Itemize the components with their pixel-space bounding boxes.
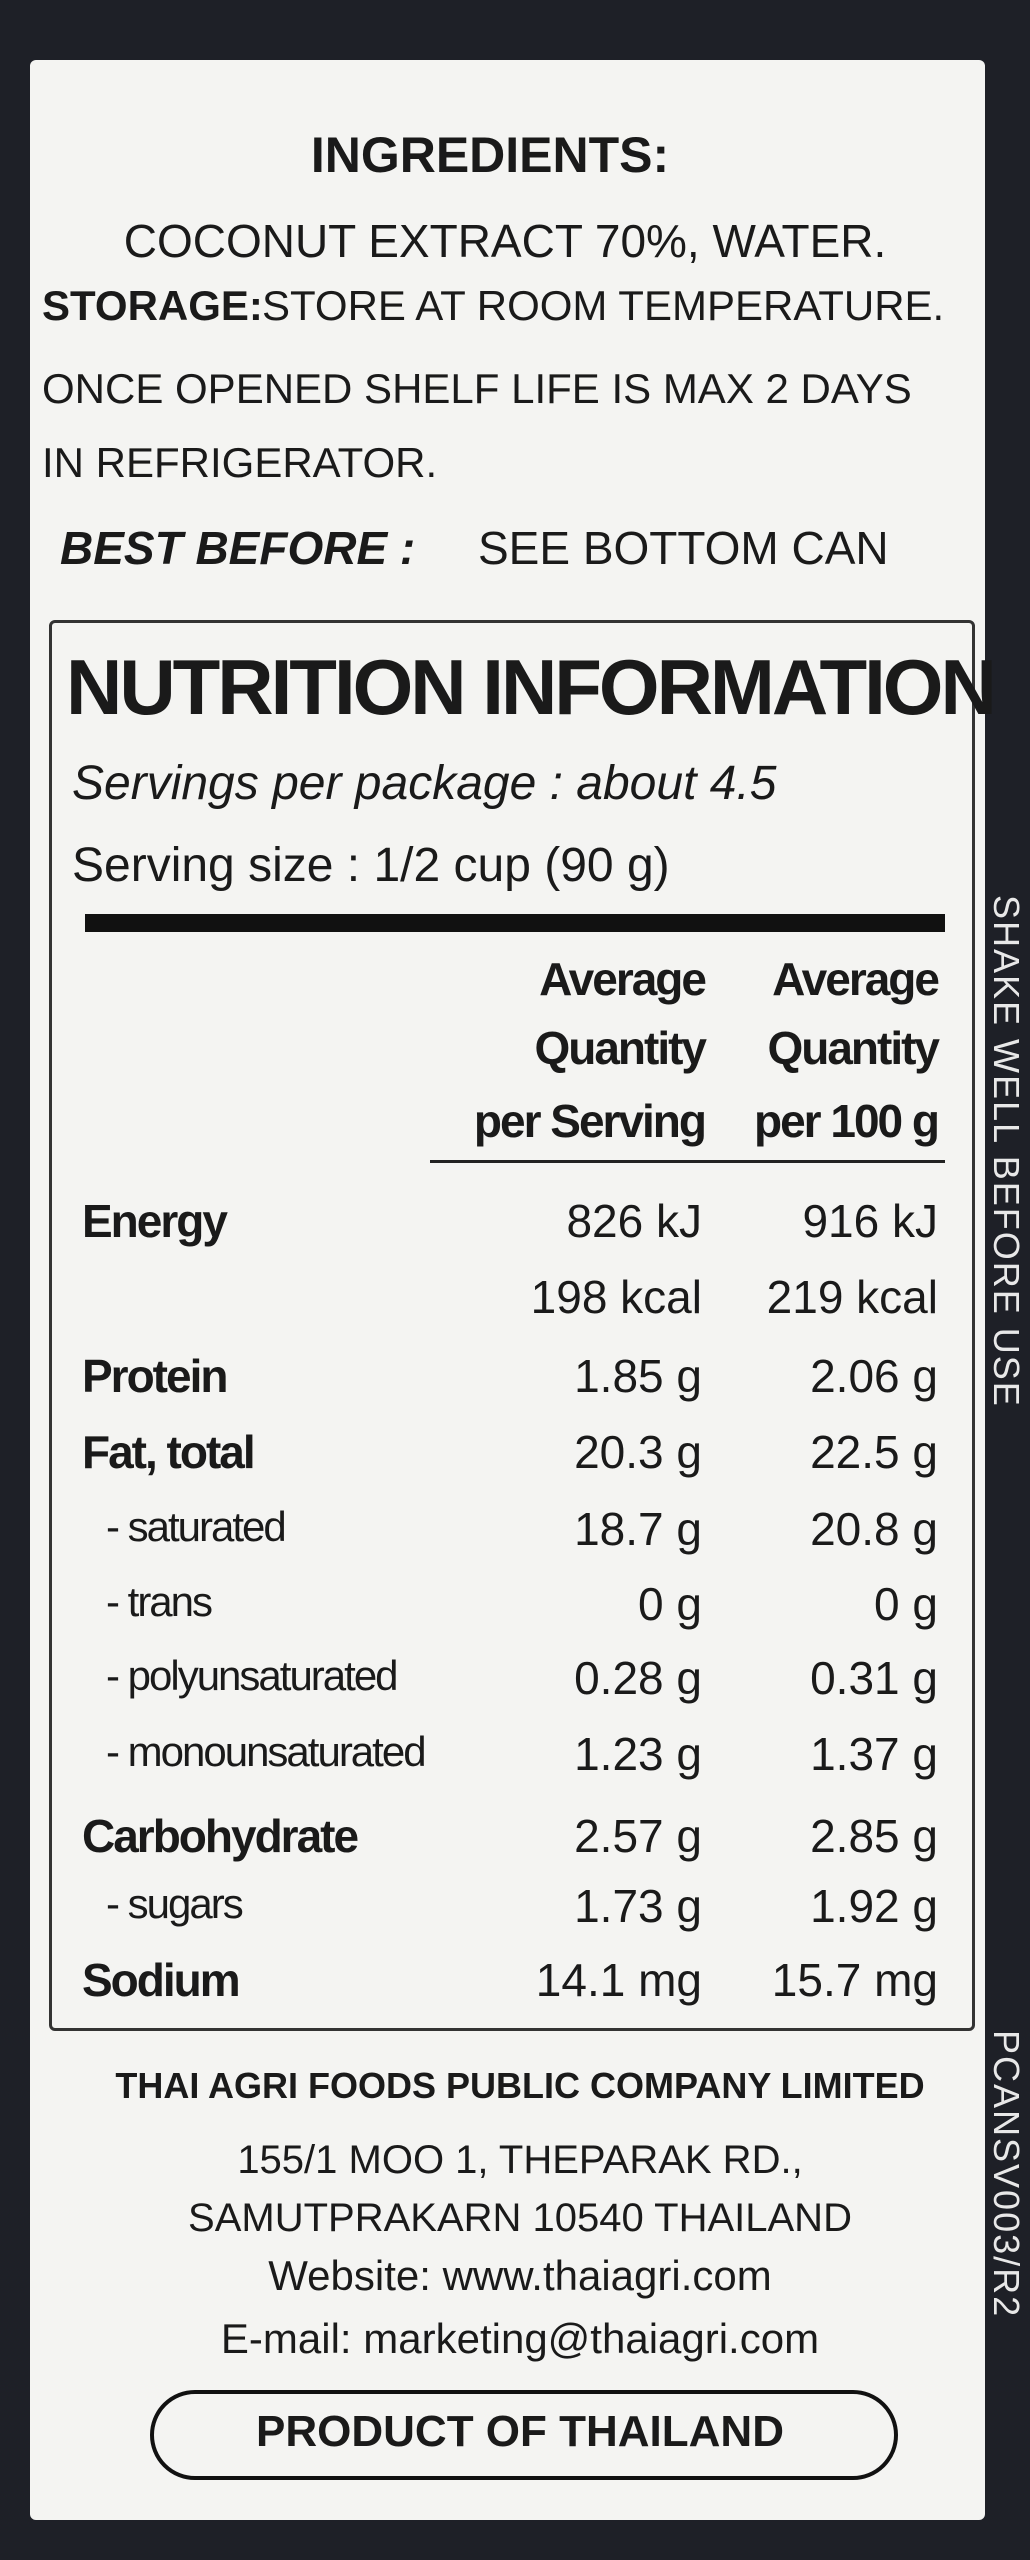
per-100g: 1.37 g xyxy=(810,1728,938,1780)
website: Website: www.thaiagri.com xyxy=(268,2252,772,2299)
nutrient-subname: - sugars xyxy=(106,1880,244,1927)
per-100g: 0.31 g xyxy=(810,1652,938,1704)
label xyxy=(30,60,985,2520)
per-100g: 2.06 g xyxy=(810,1350,938,1402)
nutrient-subname: - monounsaturated xyxy=(106,1728,427,1775)
per-serving: 14.1 mg xyxy=(535,1954,702,2006)
nutrient-name: Protein xyxy=(82,1350,228,1402)
per-serving: 18.7 g xyxy=(574,1503,702,1555)
per-100g: 0 g xyxy=(874,1578,938,1630)
ingredients-text: COCONUT EXTRACT 70%, WATER. xyxy=(123,215,887,267)
per-serving: 1.23 g xyxy=(574,1728,702,1780)
per-serving: 1.73 g xyxy=(574,1880,702,1932)
nutrient-name: Carbohydrate xyxy=(82,1810,359,1862)
per-serving: 0.28 g xyxy=(574,1652,702,1704)
nutrient-subname: - saturated xyxy=(106,1503,287,1550)
storage-label: STORAGE: xyxy=(42,282,263,329)
nutrient-name: Fat, total xyxy=(82,1426,256,1478)
per-serving: 20.3 g xyxy=(574,1426,702,1478)
thick-bar xyxy=(85,914,945,932)
side-code: PCANSV003/R2 xyxy=(986,2030,1027,2319)
per-serving: 198 kcal xyxy=(530,1271,702,1323)
side-text: SHAKE WELL BEFORE USE xyxy=(986,895,1027,1408)
per-serving: 826 kJ xyxy=(566,1195,702,1247)
origin-oval xyxy=(150,2390,898,2480)
address-line: SAMUTPRAKARN 10540 THAILAND xyxy=(188,2196,852,2240)
column-header: per Serving xyxy=(473,1095,707,1147)
ingredients-heading: INGREDIENTS: xyxy=(310,127,670,183)
nutrition-box xyxy=(49,620,975,2031)
column-header: Average xyxy=(772,953,940,1005)
per-100g: 22.5 g xyxy=(810,1426,938,1478)
column-header: Average xyxy=(539,953,707,1005)
per-100g: 15.7 mg xyxy=(771,1954,938,2006)
header-rule xyxy=(430,1160,945,1163)
per-100g: 219 kcal xyxy=(766,1271,938,1323)
address-line: 155/1 MOO 1, THEPARAK RD., xyxy=(237,2138,803,2182)
per-serving: 2.57 g xyxy=(574,1810,702,1862)
per-100g: 1.92 g xyxy=(810,1880,938,1932)
per-100g: 916 kJ xyxy=(802,1195,938,1247)
per-100g: 2.85 g xyxy=(810,1810,938,1862)
nutrient-subname: - trans xyxy=(106,1578,213,1625)
nutrient-name: Energy xyxy=(82,1195,228,1247)
per-100g: 20.8 g xyxy=(810,1503,938,1555)
per-serving: 0 g xyxy=(638,1578,702,1630)
nutrient-subname: - polyunsaturated xyxy=(106,1652,399,1699)
column-header: Quantity xyxy=(534,1022,707,1074)
per-serving: 1.85 g xyxy=(574,1350,702,1402)
company: THAI AGRI FOODS PUBLIC COMPANY LIMITED xyxy=(115,2065,925,2106)
nutrient-name: Sodium xyxy=(82,1954,241,2006)
storage-line: STORE AT ROOM TEMPERATURE. xyxy=(262,282,945,329)
storage-line: IN REFRIGERATOR. xyxy=(42,439,438,486)
column-header: per 100 g xyxy=(754,1095,940,1147)
best-before-label: BEST BEFORE : xyxy=(60,522,416,574)
best-before-text: SEE BOTTOM CAN xyxy=(478,522,889,574)
origin: PRODUCT OF THAILAND xyxy=(256,2407,784,2456)
email: E-mail: marketing@thaiagri.com xyxy=(220,2315,820,2362)
nutrition-title: NUTRITION INFORMATION xyxy=(66,643,997,731)
column-header: Quantity xyxy=(767,1022,940,1074)
storage-line: ONCE OPENED SHELF LIFE IS MAX 2 DAYS xyxy=(42,365,912,412)
servings-per-package: Servings per package : about 4.5 xyxy=(72,757,777,810)
serving-size: Serving size : 1/2 cup (90 g) xyxy=(72,839,670,892)
